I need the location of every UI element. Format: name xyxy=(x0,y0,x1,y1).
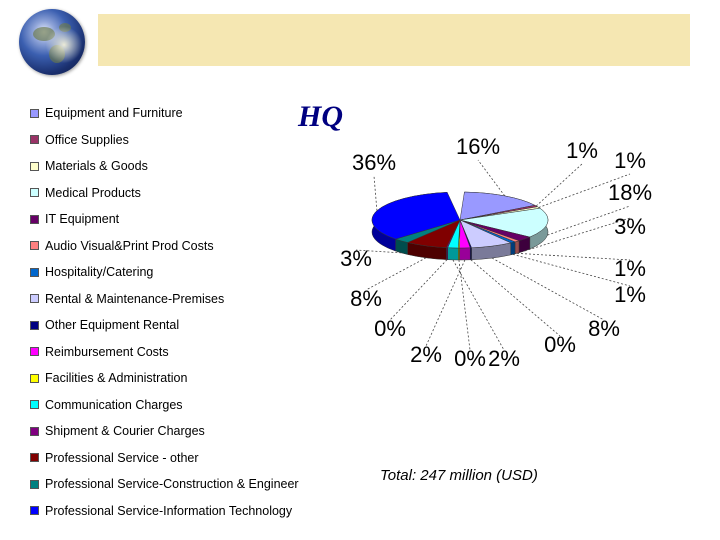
pie-slice-side xyxy=(514,240,520,255)
pie-data-labels: 16% 1% 1%18%3%1%1%8%0%2% 0% 2%0%8%3%36% xyxy=(340,134,652,370)
pie-data-label: 18% xyxy=(608,180,652,205)
legend-label: Professional Service-Information Technol… xyxy=(45,503,293,518)
chart-total-caption: Total: 247 million (USD) xyxy=(380,467,538,484)
legend-swatch xyxy=(30,188,39,197)
legend-swatch xyxy=(30,373,39,383)
legend-item: IT Equipment xyxy=(30,210,119,228)
legend-item: Facilities & Administration xyxy=(30,369,187,387)
legend-swatch xyxy=(30,214,39,224)
pie-data-label: 0% xyxy=(544,332,576,357)
legend-swatch xyxy=(30,479,39,489)
legend-item: Shipment & Courier Charges xyxy=(30,422,205,440)
pie-data-label: 1% xyxy=(614,256,646,281)
pie-data-label: 3% xyxy=(340,246,372,271)
pie-data-label: 1% xyxy=(614,282,646,307)
legend-label: Equipment and Furniture xyxy=(45,106,183,120)
pie-data-label: 8% xyxy=(350,286,382,311)
legend-label: IT Equipment xyxy=(45,212,120,226)
pie-slice-side xyxy=(447,247,459,261)
legend-label: Office Supplies xyxy=(45,132,129,147)
legend-swatch xyxy=(30,294,39,303)
pie-slice-side xyxy=(510,241,516,256)
legend-swatch xyxy=(30,426,39,436)
pie-data-label: 16% xyxy=(456,134,500,159)
globe-icon xyxy=(19,9,85,75)
legend-label: Materials & Goods xyxy=(45,159,148,173)
legend-item: Professional Service-Construction & Engi… xyxy=(30,475,299,493)
legend-item: Professional Service - other xyxy=(30,449,199,467)
legend-swatch xyxy=(30,135,39,144)
legend-swatch xyxy=(30,506,39,515)
legend-label: Facilities & Administration xyxy=(45,371,188,385)
pie-data-label: 2% xyxy=(410,342,442,367)
legend-item: Other Equipment Rental xyxy=(30,316,179,334)
legend-swatch xyxy=(30,241,39,250)
pie-data-label: 1% xyxy=(614,148,646,173)
pie-leader-line xyxy=(458,259,471,351)
legend-label: Audio Visual&Print Prod Costs xyxy=(45,238,214,253)
legend-label: Reimbursement Costs xyxy=(45,344,169,359)
pie-leader-line xyxy=(538,173,631,208)
legend-item: Reimbursement Costs xyxy=(30,343,169,361)
legend-swatch xyxy=(30,320,39,330)
pie-data-label: 0% xyxy=(374,316,406,341)
pie-slice-side xyxy=(459,247,471,261)
legend-label: Other Equipment Rental xyxy=(45,318,180,332)
legend-swatch xyxy=(30,400,39,409)
legend-label: Medical Products xyxy=(45,185,141,200)
pie-slice xyxy=(371,192,461,240)
legend-item: Communication Charges xyxy=(30,396,183,414)
pie-leader-line xyxy=(365,257,427,291)
pie-leader-line xyxy=(389,259,448,321)
legend-swatch xyxy=(30,453,39,462)
pie-data-label: 3% xyxy=(614,214,646,239)
pie-data-label: 2% xyxy=(488,346,520,370)
pie-leader-line xyxy=(470,259,561,337)
legend-item: Office Supplies xyxy=(30,131,129,149)
pie-data-label: 0% xyxy=(454,346,486,370)
header-band xyxy=(98,14,690,66)
pie-data-label: 8% xyxy=(588,316,620,341)
pie-leader-line xyxy=(373,175,378,211)
pie-leader-line xyxy=(452,259,505,351)
pie-slices xyxy=(371,191,549,261)
legend-label: Hospitality/Catering xyxy=(45,265,154,279)
legend-swatch xyxy=(30,347,39,356)
pie-leader-line xyxy=(355,249,402,254)
pie-leader-line xyxy=(477,159,506,197)
legend-item: Equipment and Furniture xyxy=(30,104,183,122)
legend-item: Rental & Maintenance-Premises xyxy=(30,290,224,308)
legend-label: Communication Charges xyxy=(45,397,183,412)
legend-label: Professional Service - other xyxy=(45,450,199,465)
legend-item: Medical Products xyxy=(30,184,141,202)
legend-item: Materials & Goods xyxy=(30,157,148,175)
legend-swatch xyxy=(30,267,39,277)
legend-label: Shipment & Courier Charges xyxy=(45,424,205,438)
pie-slice xyxy=(459,207,549,238)
pie-chart: 16% 1% 1%18%3%1%1%8%0%2% 0% 2%0%8%3%36% xyxy=(340,134,652,370)
legend-label: Rental & Maintenance-Premises xyxy=(45,291,225,306)
legend-swatch xyxy=(30,108,39,118)
pie-data-label: 36% xyxy=(352,150,396,175)
legend-item: Audio Visual&Print Prod Costs xyxy=(30,237,214,255)
legend-label: Professional Service-Construction & Engi… xyxy=(45,477,299,491)
pie-leader-lines xyxy=(355,159,631,351)
legend-item: Professional Service-Information Technol… xyxy=(30,502,292,520)
pie-leader-line xyxy=(517,252,631,261)
pie-leader-line xyxy=(491,257,605,321)
pie-data-label: 1% xyxy=(566,138,598,163)
pie-leader-line xyxy=(512,253,631,287)
chart-title: HQ xyxy=(298,100,343,133)
pie-leader-line xyxy=(547,205,631,236)
legend-item: Hospitality/Catering xyxy=(30,263,153,281)
pie-leader-line xyxy=(425,259,466,347)
legend-swatch xyxy=(30,161,39,171)
